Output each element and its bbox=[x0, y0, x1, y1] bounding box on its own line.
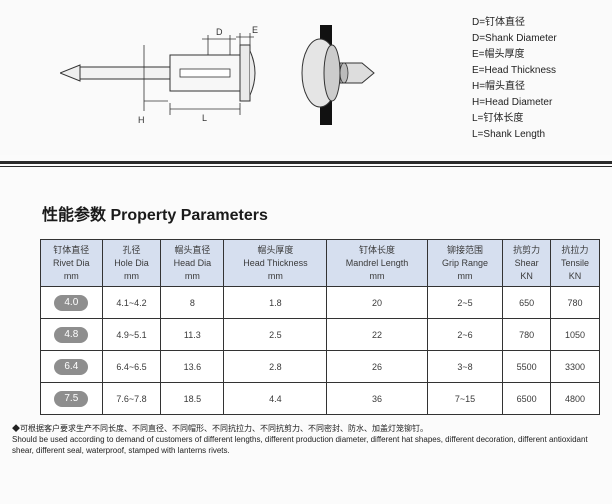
table-cell: 4.8 bbox=[41, 319, 103, 351]
table-header-cell: 钉体直径Rivet Diamm bbox=[41, 240, 103, 287]
rivet-dia-pill: 4.8 bbox=[54, 327, 88, 343]
header-unit: mm bbox=[185, 270, 200, 282]
table-header-cell: 抗剪力ShearKN bbox=[503, 240, 551, 287]
rivet-dia-pill: 4.0 bbox=[54, 295, 88, 311]
table-cell: 3300 bbox=[550, 351, 599, 383]
table-cell: 2.5 bbox=[224, 319, 327, 351]
header-unit: mm bbox=[268, 270, 283, 282]
dim-d-label: D bbox=[216, 27, 223, 37]
header-en: Tensile bbox=[561, 257, 589, 269]
legend-e-en: E=Head Thickness bbox=[472, 63, 597, 79]
legend-l-en: L=Shank Length bbox=[472, 127, 597, 143]
legend-e-cn: E=帽头厚度 bbox=[472, 47, 597, 63]
header-cn: 钉体长度 bbox=[359, 244, 395, 256]
table-header-cell: 帽头直径Head Diamm bbox=[161, 240, 224, 287]
dim-e-label: E bbox=[252, 25, 258, 35]
table-cell: 780 bbox=[503, 319, 551, 351]
table-cell: 20 bbox=[327, 287, 427, 319]
table-header-cell: 铆接范围Grip Rangemm bbox=[427, 240, 503, 287]
table-cell: 6.4~6.5 bbox=[102, 351, 161, 383]
header-en: Grip Range bbox=[442, 257, 488, 269]
header-cn: 帽头直径 bbox=[174, 244, 210, 256]
table-cell: 7.6~7.8 bbox=[102, 383, 161, 415]
footnote-cn: ◆可根据客户要求生产不同长度、不同直径、不同帽形、不同抗拉力、不同抗剪力、不同密… bbox=[12, 423, 600, 434]
header-unit: mm bbox=[370, 270, 385, 282]
header-en: Shear bbox=[515, 257, 539, 269]
header-unit: KN bbox=[520, 270, 533, 282]
table-cell: 1.8 bbox=[224, 287, 327, 319]
header-unit: mm bbox=[458, 270, 473, 282]
header-cn: 抗拉力 bbox=[561, 244, 588, 256]
table-cell: 2~6 bbox=[427, 319, 503, 351]
table-cell: 4.4 bbox=[224, 383, 327, 415]
legend-d-en: D=Shank Diameter bbox=[472, 31, 597, 47]
table-cell: 2.8 bbox=[224, 351, 327, 383]
table-header-row: 钉体直径Rivet Diamm孔径Hole Diamm帽头直径Head Diam… bbox=[41, 240, 600, 287]
rivet-dia-pill: 6.4 bbox=[54, 359, 88, 375]
table-cell: 6500 bbox=[503, 383, 551, 415]
table-cell: 18.5 bbox=[161, 383, 224, 415]
table-cell: 8 bbox=[161, 287, 224, 319]
rivet-dia-pill: 7.5 bbox=[54, 391, 88, 407]
header-cn: 铆接范围 bbox=[447, 244, 483, 256]
table-header-cell: 帽头厚度Head Thicknessmm bbox=[224, 240, 327, 287]
table-row: 7.5 7.6~7.818.54.4367~1565004800 bbox=[41, 383, 600, 415]
footnote: ◆可根据客户要求生产不同长度、不同直径、不同帽形、不同抗拉力、不同抗剪力、不同密… bbox=[12, 423, 600, 456]
top-section: D E L H D=钉体直径 D=Shank Diameter E=帽头厚度 bbox=[0, 0, 612, 155]
table-cell: 4800 bbox=[550, 383, 599, 415]
header-en: Rivet Dia bbox=[53, 257, 90, 269]
table-cell: 3~8 bbox=[427, 351, 503, 383]
section-title: 性能参数 Property Parameters bbox=[42, 201, 612, 225]
table-cell: 4.0 bbox=[41, 287, 103, 319]
table-cell: 5500 bbox=[503, 351, 551, 383]
table-cell: 13.6 bbox=[161, 351, 224, 383]
header-cn: 钉体直径 bbox=[53, 244, 89, 256]
header-en: Hole Dia bbox=[114, 257, 149, 269]
legend-h-en: H=Head Diameter bbox=[472, 95, 597, 111]
table-cell: 26 bbox=[327, 351, 427, 383]
header-unit: mm bbox=[124, 270, 139, 282]
header-cn: 帽头厚度 bbox=[257, 244, 293, 256]
legend-h-cn: H=帽头直径 bbox=[472, 79, 597, 95]
table-row: 4.0 4.1~4.281.8202~5650780 bbox=[41, 287, 600, 319]
rivet-diagram: D E L H bbox=[60, 15, 400, 135]
table-cell: 7~15 bbox=[427, 383, 503, 415]
table-header-cell: 抗拉力TensileKN bbox=[550, 240, 599, 287]
footnote-en: Should be used according to demand of cu… bbox=[12, 434, 600, 456]
dim-h-label: H bbox=[138, 115, 145, 125]
legend-d-cn: D=钉体直径 bbox=[472, 15, 597, 31]
diagram-area: D E L H bbox=[60, 15, 400, 135]
header-unit: mm bbox=[64, 270, 79, 282]
parameters-table: 钉体直径Rivet Diamm孔径Hole Diamm帽头直径Head Diam… bbox=[40, 239, 600, 415]
table-header-cell: 钉体长度Mandrel Lengthmm bbox=[327, 240, 427, 287]
header-cn: 孔径 bbox=[122, 244, 140, 256]
header-en: Head Dia bbox=[174, 257, 212, 269]
dim-l-label: L bbox=[202, 113, 207, 123]
table-cell: 650 bbox=[503, 287, 551, 319]
table-cell: 36 bbox=[327, 383, 427, 415]
table-cell: 1050 bbox=[550, 319, 599, 351]
table-cell: 22 bbox=[327, 319, 427, 351]
legend-l-cn: L=钉体长度 bbox=[472, 111, 597, 127]
table-cell: 11.3 bbox=[161, 319, 224, 351]
table-cell: 2~5 bbox=[427, 287, 503, 319]
header-en: Mandrel Length bbox=[346, 257, 409, 269]
table-cell: 4.9~5.1 bbox=[102, 319, 161, 351]
table-header-cell: 孔径Hole Diamm bbox=[102, 240, 161, 287]
header-en: Head Thickness bbox=[243, 257, 307, 269]
table-cell: 6.4 bbox=[41, 351, 103, 383]
legend: D=钉体直径 D=Shank Diameter E=帽头厚度 E=Head Th… bbox=[472, 15, 597, 143]
table-cell: 780 bbox=[550, 287, 599, 319]
header-cn: 抗剪力 bbox=[513, 244, 540, 256]
table-row: 6.4 6.4~6.513.62.8263~855003300 bbox=[41, 351, 600, 383]
table-cell: 4.1~4.2 bbox=[102, 287, 161, 319]
header-unit: KN bbox=[569, 270, 582, 282]
table-row: 4.8 4.9~5.111.32.5222~67801050 bbox=[41, 319, 600, 351]
table-cell: 7.5 bbox=[41, 383, 103, 415]
divider bbox=[0, 155, 612, 171]
